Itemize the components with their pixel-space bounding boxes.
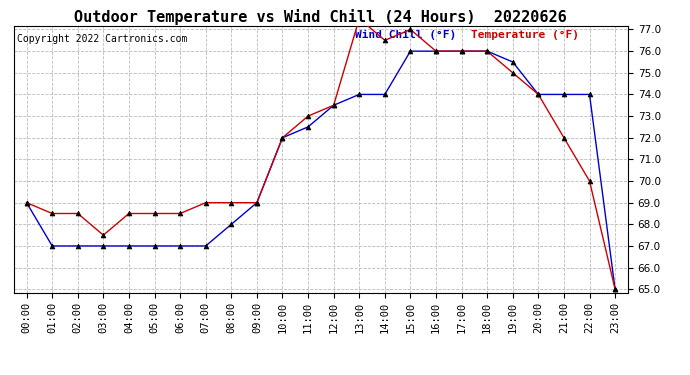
- Title: Outdoor Temperature vs Wind Chill (24 Hours)  20220626: Outdoor Temperature vs Wind Chill (24 Ho…: [75, 9, 567, 25]
- Text: Temperature (°F): Temperature (°F): [471, 30, 580, 40]
- Text: Wind Chill (°F): Wind Chill (°F): [355, 30, 456, 40]
- Text: Copyright 2022 Cartronics.com: Copyright 2022 Cartronics.com: [17, 34, 187, 44]
